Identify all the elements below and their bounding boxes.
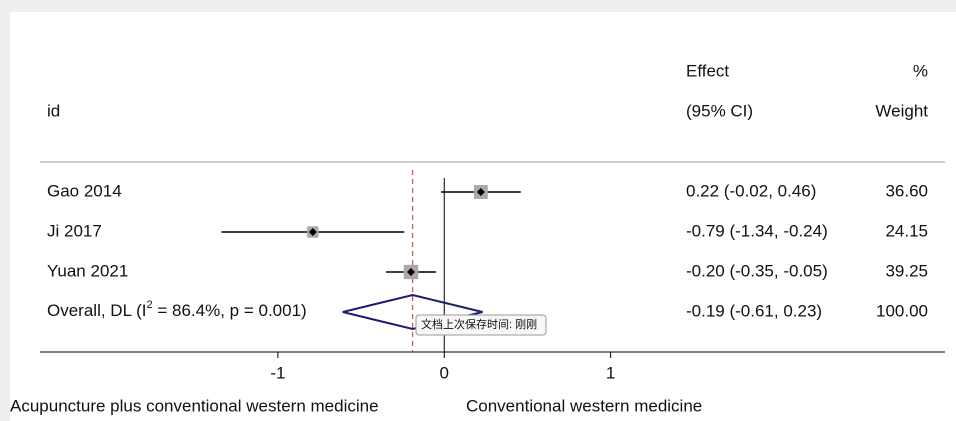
overall-diamond <box>342 293 483 331</box>
effect-point <box>406 268 415 276</box>
effect-point <box>476 188 485 196</box>
x-tick-label: 1 <box>606 363 615 382</box>
tooltip: 文档上次保存时间: 刚刚 <box>421 317 537 331</box>
study-label: Ji 2017 <box>47 221 102 240</box>
header-weight: Weight <box>875 101 928 120</box>
weight-label: 39.25 <box>885 261 928 280</box>
header-effect: Effect <box>686 61 729 80</box>
header-ci: (95% CI) <box>686 101 753 120</box>
weight-label: 36.60 <box>885 181 928 200</box>
effect-label: -0.79 (-1.34, -0.24) <box>686 221 828 240</box>
effect-label: 0.22 (-0.02, 0.46) <box>686 181 816 200</box>
panel <box>10 12 956 421</box>
right-label: Conventional western medicine <box>466 396 702 415</box>
x-tick-label: 0 <box>440 363 449 382</box>
overall-label-main: Overall, DL (I <box>47 301 147 320</box>
header-percent: % <box>913 61 928 80</box>
weight-label: 24.15 <box>885 221 928 240</box>
effect-label: -0.20 (-0.35, -0.05) <box>686 261 828 280</box>
overall-label: Overall, DL (I2 = 86.4%, p = 0.001) <box>47 299 307 321</box>
overall-weight-label: 100.00 <box>876 301 928 320</box>
effect-point <box>308 228 317 236</box>
left-label: Acupuncture plus conventional western me… <box>10 396 379 415</box>
study-label: Yuan 2021 <box>47 261 128 280</box>
x-tick-label: -1 <box>270 363 285 382</box>
study-label: Gao 2014 <box>47 181 122 200</box>
tooltip-box <box>415 314 547 336</box>
overall-label-sup: 2 <box>147 299 153 311</box>
header-id: id <box>47 101 60 120</box>
overall-effect-label: -0.19 (-0.61, 0.23) <box>686 301 822 320</box>
overall-label-rest: = 86.4%, p = 0.001) <box>153 301 307 320</box>
